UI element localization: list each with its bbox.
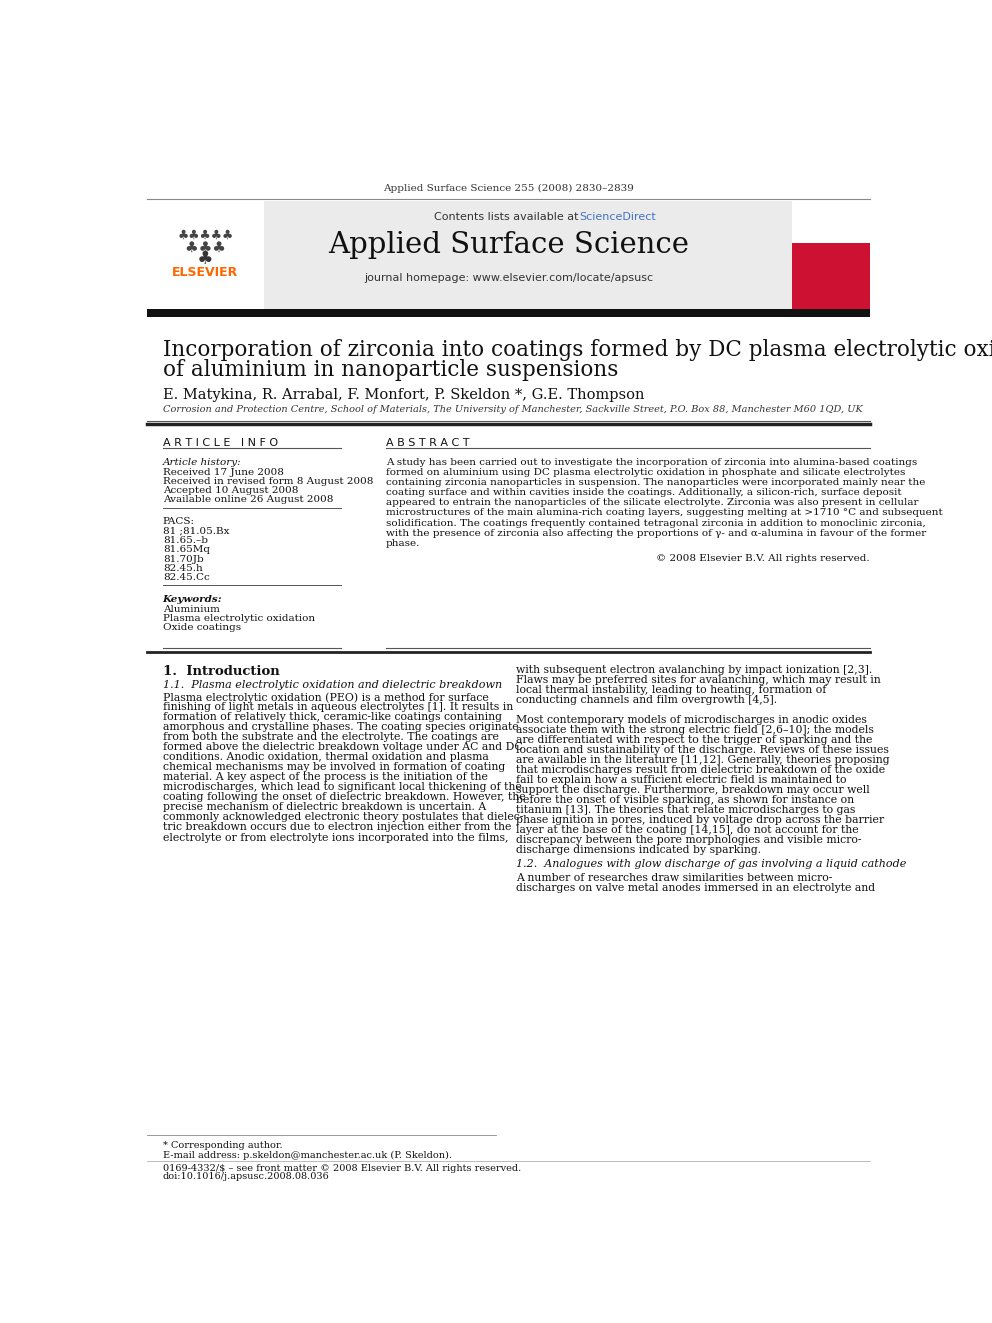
Text: 81 ;81.05.Bx: 81 ;81.05.Bx <box>163 527 229 536</box>
Text: Accepted 10 August 2008: Accepted 10 August 2008 <box>163 486 299 495</box>
Text: ELSEVIER: ELSEVIER <box>173 266 238 279</box>
Text: commonly acknowledged electronic theory postulates that dielec-: commonly acknowledged electronic theory … <box>163 812 523 823</box>
Text: that microdischarges result from dielectric breakdown of the oxide: that microdischarges result from dielect… <box>516 765 885 775</box>
Text: tric breakdown occurs due to electron injection either from the: tric breakdown occurs due to electron in… <box>163 823 511 832</box>
Text: fail to explain how a sufficient electric field is maintained to: fail to explain how a sufficient electri… <box>516 775 846 785</box>
Text: 82.45.Cc: 82.45.Cc <box>163 573 209 582</box>
FancyBboxPatch shape <box>147 201 264 308</box>
Text: phase ignition in pores, induced by voltage drop across the barrier: phase ignition in pores, induced by volt… <box>516 815 884 824</box>
Text: amorphous and crystalline phases. The coating species originate: amorphous and crystalline phases. The co… <box>163 722 519 733</box>
FancyBboxPatch shape <box>147 201 870 308</box>
Text: are differentiated with respect to the trigger of sparking and the: are differentiated with respect to the t… <box>516 734 873 745</box>
Text: support the discharge. Furthermore, breakdown may occur well: support the discharge. Furthermore, brea… <box>516 785 870 795</box>
Text: E. Matykina, R. Arrabal, F. Monfort, P. Skeldon *, G.E. Thompson: E. Matykina, R. Arrabal, F. Monfort, P. … <box>163 388 644 402</box>
Text: 1.1.  Plasma electrolytic oxidation and dielectric breakdown: 1.1. Plasma electrolytic oxidation and d… <box>163 680 502 691</box>
Text: E-mail address: p.skeldon@manchester.ac.uk (P. Skeldon).: E-mail address: p.skeldon@manchester.ac.… <box>163 1151 451 1160</box>
Text: ♣♣♣♣♣: ♣♣♣♣♣ <box>178 229 233 242</box>
Text: 0169-4332/$ – see front matter © 2008 Elsevier B.V. All rights reserved.: 0169-4332/$ – see front matter © 2008 El… <box>163 1164 521 1174</box>
Text: discharges on valve metal anodes immersed in an electrolyte and: discharges on valve metal anodes immerse… <box>516 884 875 893</box>
Text: titanium [13]. The theories that relate microdischarges to gas: titanium [13]. The theories that relate … <box>516 804 855 815</box>
Text: containing zirconia nanoparticles in suspension. The nanoparticles were incorpor: containing zirconia nanoparticles in sus… <box>386 478 926 487</box>
Text: are available in the literature [11,12]. Generally, theories proposing: are available in the literature [11,12].… <box>516 754 890 765</box>
Text: coating surface and within cavities inside the coatings. Additionally, a silicon: coating surface and within cavities insi… <box>386 488 902 497</box>
Text: finishing of light metals in aqueous electrolytes [1]. It results in: finishing of light metals in aqueous ele… <box>163 703 513 712</box>
Text: ⁣♣⁣: ⁣♣⁣ <box>181 250 231 267</box>
Text: formed above the dielectric breakdown voltage under AC and DC: formed above the dielectric breakdown vo… <box>163 742 523 753</box>
Text: applied
surface
science: applied surface science <box>814 201 847 232</box>
Text: chemical mechanisms may be involved in formation of coating: chemical mechanisms may be involved in f… <box>163 762 505 773</box>
Text: A R T I C L E   I N F O: A R T I C L E I N F O <box>163 438 278 447</box>
Text: microdischarges, which lead to significant local thickening of the: microdischarges, which lead to significa… <box>163 782 522 792</box>
Text: © 2008 Elsevier B.V. All rights reserved.: © 2008 Elsevier B.V. All rights reserved… <box>656 553 870 562</box>
Text: 82.45.h: 82.45.h <box>163 564 202 573</box>
Text: * Corresponding author.: * Corresponding author. <box>163 1142 283 1150</box>
Text: Aluminium: Aluminium <box>163 605 219 614</box>
FancyBboxPatch shape <box>792 201 870 243</box>
Text: local thermal instability, leading to heating, formation of: local thermal instability, leading to he… <box>516 685 826 695</box>
Text: of aluminium in nanoparticle suspensions: of aluminium in nanoparticle suspensions <box>163 359 618 381</box>
Text: 81.65Mq: 81.65Mq <box>163 545 209 554</box>
Text: ⁣♣♣♣⁣: ⁣♣♣♣⁣ <box>185 241 226 254</box>
Text: with subsequent electron avalanching by impact ionization [2,3].: with subsequent electron avalanching by … <box>516 664 872 675</box>
Text: A study has been carried out to investigate the incorporation of zirconia into a: A study has been carried out to investig… <box>386 458 918 467</box>
FancyBboxPatch shape <box>147 308 870 316</box>
Text: with the presence of zirconia also affecting the proportions of γ- and α-alumina: with the presence of zirconia also affec… <box>386 529 927 537</box>
Text: Flaws may be preferred sites for avalanching, which may result in: Flaws may be preferred sites for avalanc… <box>516 675 881 685</box>
Text: conditions. Anodic oxidation, thermal oxidation and plasma: conditions. Anodic oxidation, thermal ox… <box>163 753 488 762</box>
Text: associate them with the strong electric field [2,6–10]; the models: associate them with the strong electric … <box>516 725 874 734</box>
Text: phase.: phase. <box>386 538 421 548</box>
Text: formed on aluminium using DC plasma electrolytic oxidation in phosphate and sili: formed on aluminium using DC plasma elec… <box>386 468 906 476</box>
Text: 81.70Jb: 81.70Jb <box>163 554 203 564</box>
Text: Available online 26 August 2008: Available online 26 August 2008 <box>163 495 333 504</box>
Text: before the onset of visible sparking, as shown for instance on: before the onset of visible sparking, as… <box>516 795 854 804</box>
Text: material. A key aspect of the process is the initiation of the: material. A key aspect of the process is… <box>163 773 488 782</box>
Text: Incorporation of zirconia into coatings formed by DC plasma electrolytic oxidati: Incorporation of zirconia into coatings … <box>163 339 992 361</box>
Text: A number of researches draw similarities between micro-: A number of researches draw similarities… <box>516 873 832 884</box>
Text: Plasma electrolytic oxidation (PEO) is a method for surface: Plasma electrolytic oxidation (PEO) is a… <box>163 692 488 703</box>
Text: from both the substrate and the electrolyte. The coatings are: from both the substrate and the electrol… <box>163 733 499 742</box>
Text: Most contemporary models of microdischarges in anodic oxides: Most contemporary models of microdischar… <box>516 714 867 725</box>
Text: Keywords:: Keywords: <box>163 594 222 603</box>
Text: appeared to entrain the nanoparticles of the silicate electrolyte. Zirconia was : appeared to entrain the nanoparticles of… <box>386 499 919 507</box>
Text: 81.65.–b: 81.65.–b <box>163 536 207 545</box>
Text: layer at the base of the coating [14,15], do not account for the: layer at the base of the coating [14,15]… <box>516 824 859 835</box>
Text: Applied Surface Science: Applied Surface Science <box>328 232 688 259</box>
Text: Oxide coatings: Oxide coatings <box>163 623 241 632</box>
Text: discrepancy between the pore morphologies and visible micro-: discrepancy between the pore morphologie… <box>516 835 862 845</box>
Text: PACS:: PACS: <box>163 517 194 525</box>
Text: Article history:: Article history: <box>163 458 241 467</box>
Text: 1.  Introduction: 1. Introduction <box>163 664 280 677</box>
FancyBboxPatch shape <box>792 201 870 308</box>
Text: Plasma electrolytic oxidation: Plasma electrolytic oxidation <box>163 614 314 623</box>
Text: location and sustainability of the discharge. Reviews of these issues: location and sustainability of the disch… <box>516 745 889 754</box>
Text: journal homepage: www.elsevier.com/locate/apsusc: journal homepage: www.elsevier.com/locat… <box>364 273 653 283</box>
Text: coating following the onset of dielectric breakdown. However, the: coating following the onset of dielectri… <box>163 792 526 803</box>
Text: formation of relatively thick, ceramic-like coatings containing: formation of relatively thick, ceramic-l… <box>163 712 502 722</box>
Text: Received 17 June 2008: Received 17 June 2008 <box>163 467 284 476</box>
Text: discharge dimensions indicated by sparking.: discharge dimensions indicated by sparki… <box>516 845 761 855</box>
Text: doi:10.1016/j.apsusc.2008.08.036: doi:10.1016/j.apsusc.2008.08.036 <box>163 1172 329 1181</box>
Text: electrolyte or from electrolyte ions incorporated into the films,: electrolyte or from electrolyte ions inc… <box>163 832 508 843</box>
Text: Applied Surface Science 255 (2008) 2830–2839: Applied Surface Science 255 (2008) 2830–… <box>383 184 634 193</box>
Text: Received in revised form 8 August 2008: Received in revised form 8 August 2008 <box>163 476 373 486</box>
Text: precise mechanism of dielectric breakdown is uncertain. A: precise mechanism of dielectric breakdow… <box>163 803 486 812</box>
Text: A B S T R A C T: A B S T R A C T <box>386 438 469 447</box>
Text: Contents lists available at: Contents lists available at <box>434 212 582 222</box>
Text: 1.2.  Analogues with glow discharge of gas involving a liquid cathode: 1.2. Analogues with glow discharge of ga… <box>516 860 907 869</box>
Text: ScienceDirect: ScienceDirect <box>579 212 656 222</box>
Text: solidification. The coatings frequently contained tetragonal zirconia in additio: solidification. The coatings frequently … <box>386 519 926 528</box>
Text: microstructures of the main alumina-rich coating layers, suggesting melting at >: microstructures of the main alumina-rich… <box>386 508 942 517</box>
Text: conducting channels and film overgrowth [4,5].: conducting channels and film overgrowth … <box>516 695 778 705</box>
Text: Corrosion and Protection Centre, School of Materials, The University of Manchest: Corrosion and Protection Centre, School … <box>163 405 862 414</box>
